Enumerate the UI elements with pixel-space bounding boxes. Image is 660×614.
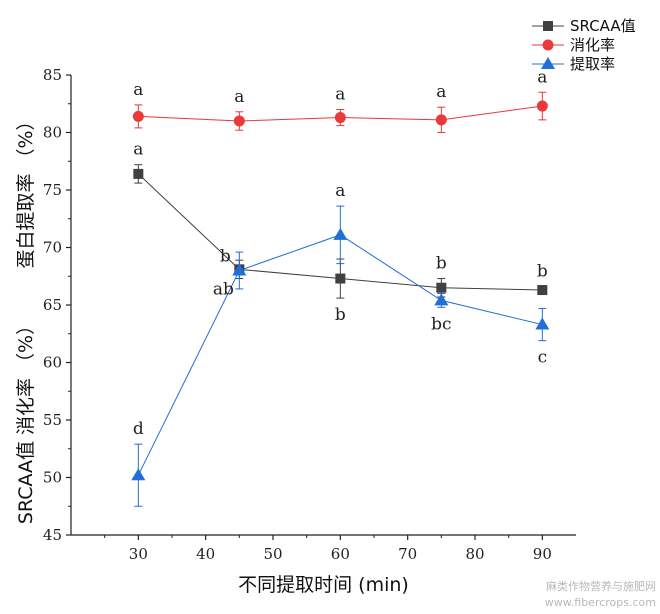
y-tick-label: 75 [43, 181, 62, 199]
significance-label: a [133, 140, 143, 160]
y-tick-label: 65 [43, 296, 62, 314]
x-axis-label: 不同提取时间 (min) [238, 574, 409, 596]
y-tick-label: 80 [43, 124, 62, 142]
y-tick-label: 85 [43, 66, 62, 84]
axes: 45 50 55 60 65 70 75 80 85 30 40 50 60 70 80 90 不同提取时间 (… [15, 66, 576, 596]
data-point [232, 263, 247, 276]
legend-marker [541, 57, 555, 69]
series-1 [132, 91, 548, 133]
y-axis-label-line-2: 蛋白提取率 （%） [15, 111, 37, 268]
y-axis-label-line-1: SRCAA值 消化率 （%） [15, 316, 37, 524]
legend-label: SRCAA值 [570, 17, 636, 35]
significance-label: b [335, 305, 346, 325]
significance-label: a [537, 67, 547, 87]
data-point [536, 100, 548, 112]
y-tick-label: 50 [43, 469, 62, 487]
y-tick-label: 55 [43, 411, 62, 429]
y-tick-label: 70 [43, 239, 62, 257]
y-tick-label: 60 [43, 354, 62, 372]
series-layer [131, 91, 550, 507]
data-point [334, 112, 346, 124]
significance-label: b [220, 246, 231, 266]
legend-marker [542, 39, 554, 51]
watermark-line-1: 麻类作物营养与施肥网 [546, 579, 656, 593]
data-point [335, 273, 346, 284]
significance-label: c [538, 348, 548, 368]
x-tick-label: 80 [465, 545, 484, 563]
legend-marker [543, 21, 553, 31]
data-point [132, 110, 144, 122]
x-tick-label: 30 [129, 545, 148, 563]
watermark-line-2: www.fibercrops.com [545, 596, 656, 609]
x-tick-label: 60 [331, 545, 350, 563]
significance-label: a [133, 80, 143, 100]
data-point [131, 468, 146, 481]
significance-label: bc [431, 314, 451, 334]
legend-label: 提取率 [570, 55, 615, 73]
x-tick-label: 90 [533, 545, 552, 563]
data-point [537, 285, 548, 296]
significance-label: d [133, 419, 144, 439]
significance-label: a [335, 85, 345, 105]
significance-label: ab [213, 280, 234, 300]
data-point [435, 114, 447, 126]
x-tick-label: 40 [196, 545, 215, 563]
series-2 [131, 205, 550, 507]
data-point [333, 227, 348, 240]
x-tick-label: 70 [398, 545, 417, 563]
significance-label: b [537, 262, 548, 282]
data-point [436, 282, 447, 293]
y-tick-label: 45 [43, 526, 62, 544]
data-point [133, 168, 144, 179]
data-point [233, 115, 245, 127]
significance-label: a [436, 82, 446, 102]
x-tick-label: 50 [263, 545, 282, 563]
significance-label: a [335, 181, 345, 201]
significance-label: b [436, 254, 447, 274]
legend-label: 消化率 [570, 36, 615, 54]
data-point [434, 293, 449, 306]
data-point [535, 317, 550, 330]
significance-label: a [234, 87, 244, 107]
